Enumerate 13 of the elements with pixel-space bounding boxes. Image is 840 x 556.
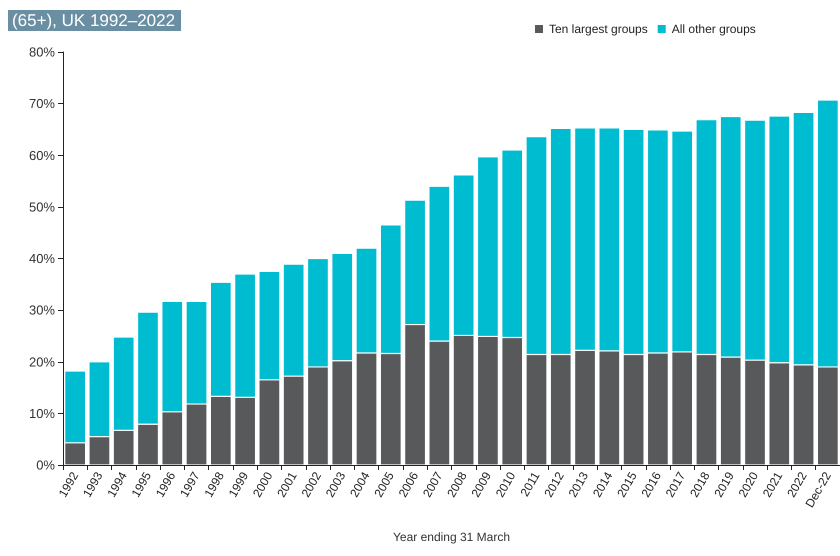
chart-title: (65+), UK 1992–2022 — [12, 11, 176, 30]
y-tick-label: 30% — [28, 302, 56, 318]
y-tick-label: 0% — [36, 458, 56, 472]
y-tick-label: 70% — [28, 96, 56, 112]
x-axis-title: Year ending 31 March — [393, 530, 510, 544]
y-tick-label: 80% — [28, 44, 56, 60]
legend-label: Ten largest groups — [549, 22, 648, 36]
y-tick-label: 10% — [28, 406, 56, 421]
y-tick-label: 50% — [28, 199, 56, 214]
legend-label: All other groups — [672, 22, 756, 36]
y-tick-label: 40% — [28, 251, 56, 266]
y-tick-label: 20% — [28, 354, 56, 370]
y-tick-label: 60% — [28, 148, 56, 163]
